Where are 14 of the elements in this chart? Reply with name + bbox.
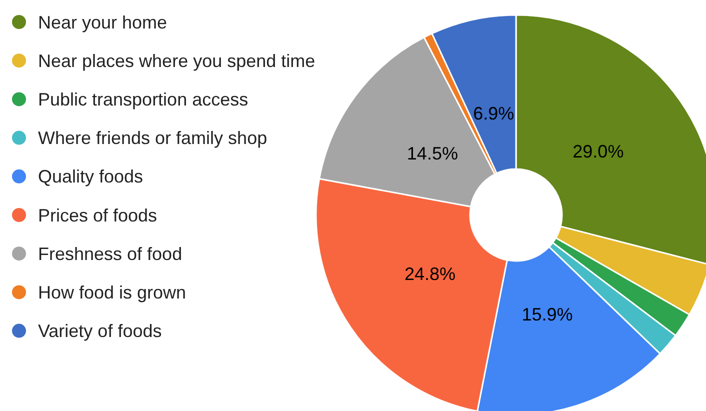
data-label: 24.8% (404, 264, 456, 284)
data-label: 15.9% (522, 304, 573, 325)
data-label: 29.0% (572, 142, 624, 162)
legend-label: How food is grown (38, 282, 186, 302)
data-label: 14.5% (406, 143, 458, 164)
legend-label: Quality foods (38, 166, 144, 187)
legend-label: Near your home (38, 12, 168, 32)
legend-label: Variety of foods (38, 321, 162, 342)
data-label: 6.9% (473, 104, 514, 124)
legend-label: Public transportion access (38, 90, 248, 110)
legend-label: Near places where you spend time (38, 50, 316, 71)
legend-label: Freshness of food (38, 244, 182, 264)
legend-label: Prices of foods (38, 205, 158, 226)
legend-label: Where friends or family shop (38, 128, 268, 148)
